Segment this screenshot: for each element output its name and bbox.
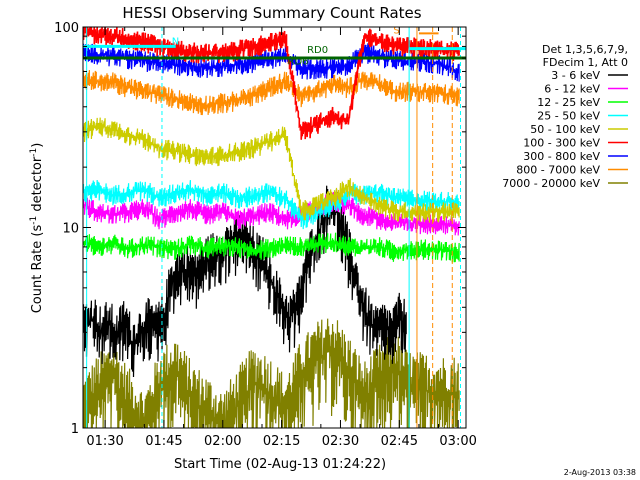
y-axis: 1 10 100 [54, 21, 466, 437]
x-tick-label-5: 02:45 [381, 434, 418, 449]
y-tick-label-1: 10 [62, 222, 79, 237]
annotation-label-3: N [172, 36, 179, 47]
legend-label-4: 50 - 100 keV [530, 123, 600, 136]
legend-label-6: 300 - 800 keV [523, 150, 600, 163]
x-tick-label-1: 01:45 [145, 434, 182, 449]
series-line-4 [82, 117, 460, 223]
y-axis-label: Count Rate (s-1 detector-1) [29, 143, 45, 314]
y-axis-label-base: Count Rate (s [30, 225, 45, 314]
legend-label-8: 7000 - 20000 keV [502, 177, 600, 190]
generation-timestamp: 2-Aug-2013 03:38 [564, 468, 636, 477]
x-axis-label: Start Time (02-Aug-13 01:24:22) [174, 457, 386, 472]
legend-label-0: 3 - 6 keV [551, 69, 600, 82]
x-tick-label-6: 03:00 [439, 434, 476, 449]
y-axis-label-close: ) [30, 143, 45, 148]
legend-label-1: 6 - 12 keV [544, 83, 600, 96]
annotation-label-1: RD0 [307, 45, 328, 56]
legend-label-2: 12 - 25 keV [537, 96, 600, 109]
series-line-1 [82, 191, 460, 236]
series-line-0 [82, 185, 407, 378]
series-line-8 [82, 318, 460, 429]
annotation-label-0: RD6 [288, 57, 309, 68]
x-tick-label-4: 02:30 [322, 434, 359, 449]
legend-label-5: 100 - 300 keV [523, 137, 600, 150]
legend-label-7: 800 - 7000 keV [516, 164, 600, 177]
y-tick-label-0: 1 [71, 422, 79, 437]
annotation-label-2: S [393, 25, 399, 36]
x-axis: 01:30 01:45 02:00 02:15 02:30 02:45 03:00 [86, 27, 477, 449]
x-tick-label-0: 01:30 [86, 434, 123, 449]
legend: Det 1,3,5,6,7,9, FDecim 1, Att 0 3 - 6 k… [502, 43, 628, 190]
chart-title: HESSI Observing Summary Count Rates [122, 4, 421, 22]
y-axis-label-mid: detector [30, 156, 45, 216]
y-axis-label-sup2: -1 [29, 148, 39, 157]
legend-header-detectors: Det 1,3,5,6,7,9, [542, 43, 628, 56]
y-tick-label-2: 100 [54, 21, 79, 36]
legend-header-decimation: FDecim 1, Att 0 [543, 56, 628, 69]
x-tick-label-3: 02:15 [263, 434, 300, 449]
legend-label-3: 25 - 50 keV [537, 110, 600, 123]
x-tick-label-2: 02:00 [204, 434, 241, 449]
y-axis-label-sup: -1 [29, 216, 39, 225]
series-line-2 [82, 232, 460, 263]
series-line-7 [82, 70, 460, 116]
series-line-3 [82, 179, 460, 230]
series-line-5 [82, 26, 460, 140]
